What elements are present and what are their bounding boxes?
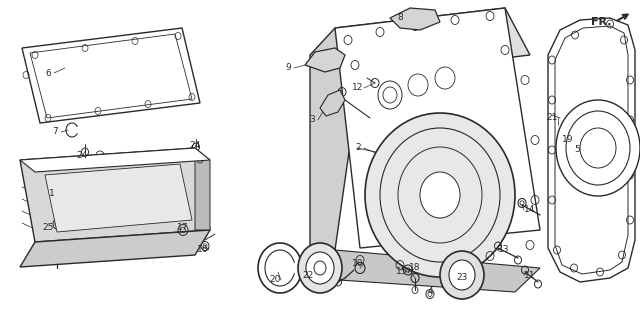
Text: 1: 1 (49, 190, 55, 198)
Text: 12: 12 (352, 84, 364, 93)
Polygon shape (310, 250, 540, 292)
Text: 15: 15 (396, 267, 408, 276)
Polygon shape (310, 28, 360, 278)
Polygon shape (20, 148, 210, 172)
Text: 2: 2 (355, 143, 361, 153)
Ellipse shape (298, 243, 342, 293)
Polygon shape (320, 90, 345, 116)
Text: 18: 18 (409, 264, 420, 273)
Ellipse shape (440, 251, 484, 299)
Polygon shape (195, 148, 210, 230)
Polygon shape (335, 8, 530, 75)
Text: 22: 22 (302, 271, 314, 280)
Text: 10: 10 (352, 259, 364, 268)
Text: 13: 13 (499, 245, 509, 254)
Text: 11: 11 (524, 271, 536, 280)
Text: 20: 20 (269, 275, 281, 285)
Text: 8: 8 (397, 13, 403, 23)
Text: 3: 3 (309, 115, 315, 125)
Polygon shape (20, 230, 210, 267)
Text: 24: 24 (189, 141, 200, 149)
Text: 9: 9 (285, 64, 291, 73)
Polygon shape (390, 8, 440, 30)
Text: 23: 23 (456, 273, 468, 282)
Ellipse shape (420, 172, 460, 218)
Text: 17: 17 (177, 224, 189, 232)
Ellipse shape (365, 113, 515, 277)
Polygon shape (548, 18, 635, 282)
Text: 16: 16 (197, 245, 209, 254)
Text: 6: 6 (45, 68, 51, 78)
Polygon shape (45, 164, 192, 232)
Text: 7: 7 (52, 128, 58, 136)
Text: 4: 4 (427, 287, 433, 296)
Text: 25: 25 (42, 224, 54, 232)
Polygon shape (305, 48, 345, 72)
Polygon shape (20, 148, 210, 242)
Polygon shape (335, 8, 540, 248)
Text: 24: 24 (76, 150, 88, 160)
Text: 21: 21 (547, 114, 557, 122)
Text: 19: 19 (563, 135, 573, 144)
Ellipse shape (556, 100, 640, 196)
Text: 14: 14 (524, 205, 536, 215)
Text: 5: 5 (574, 146, 580, 155)
Polygon shape (22, 28, 200, 123)
Ellipse shape (449, 260, 475, 290)
Text: FR.: FR. (591, 17, 612, 27)
Ellipse shape (306, 252, 334, 284)
